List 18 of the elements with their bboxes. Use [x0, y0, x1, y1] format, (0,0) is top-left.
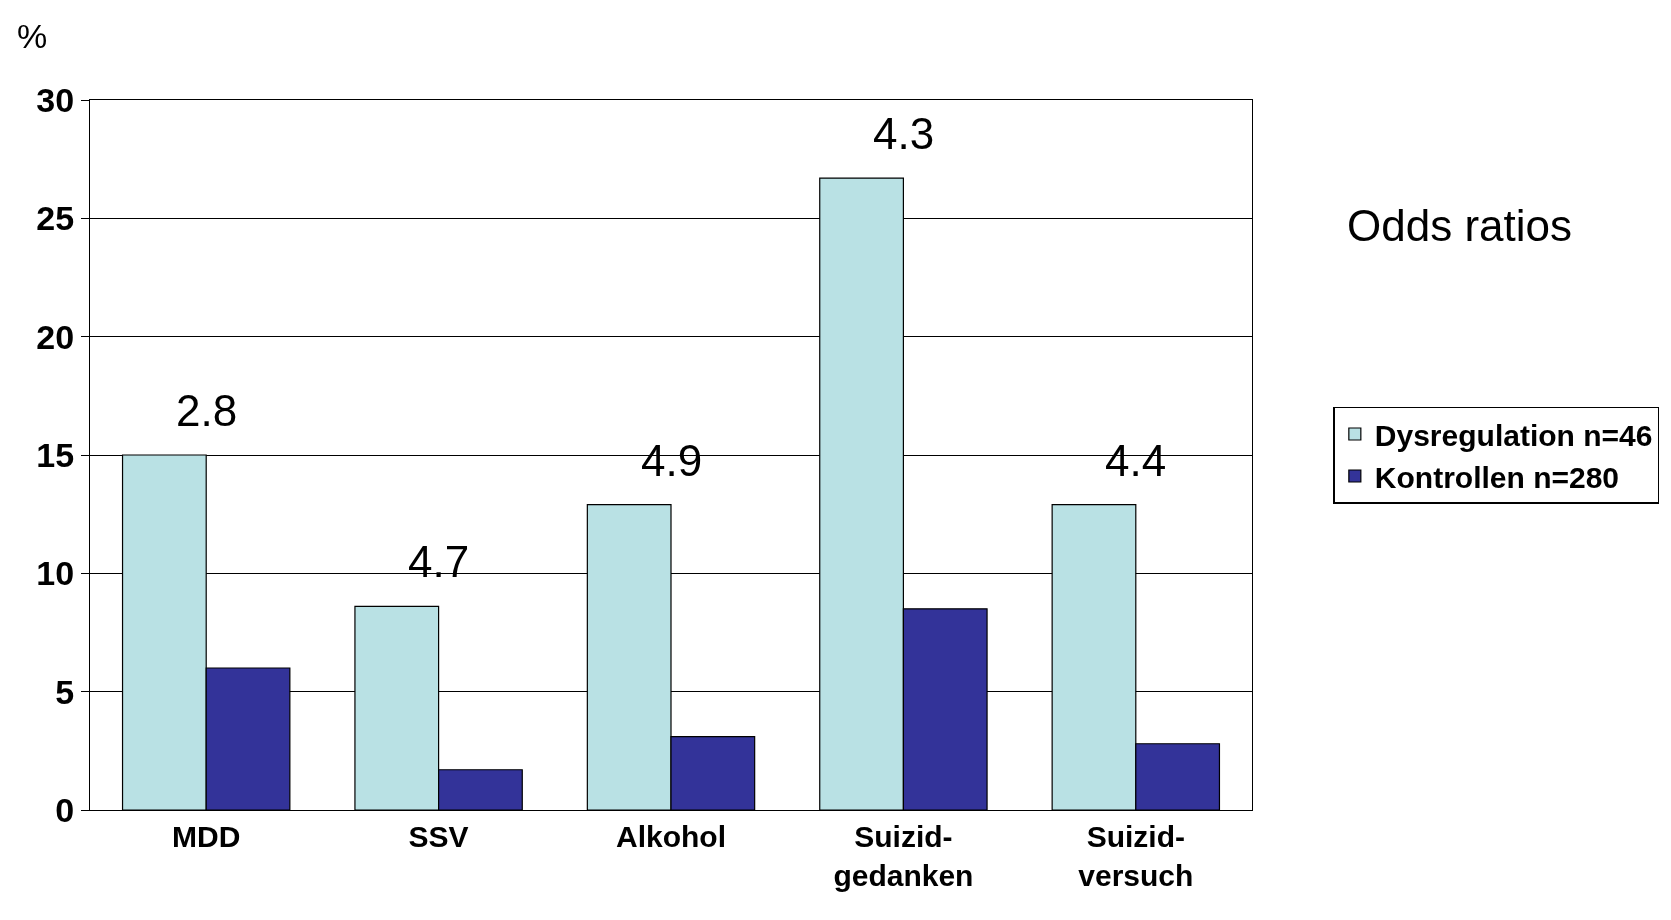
x-tick-label: Suizid- versuch	[1078, 820, 1194, 892]
legend-label: Dysregulation n=46	[1374, 418, 1653, 452]
y-tick-label: 25	[36, 199, 75, 238]
y-tick-label: 0	[55, 790, 75, 829]
x-tick-label: SSV	[408, 820, 469, 853]
annotation: 4.3	[873, 109, 935, 158]
y-tick-label: 30	[36, 80, 75, 119]
y-tick-label: 10	[36, 554, 75, 593]
x-tick-label: MDD	[172, 820, 241, 853]
legend-label: Kontrollen n=280	[1374, 460, 1620, 494]
x-tick-label: Alkohol	[616, 820, 726, 853]
y-tick-label: 5	[55, 672, 75, 711]
y-axis-title: %	[17, 17, 48, 55]
x-tick-label: Suizid- gedanken	[833, 820, 974, 892]
text: Odds ratios	[1347, 201, 1572, 250]
y-tick-label: 15	[36, 435, 75, 474]
y-tick-label: 20	[36, 317, 75, 356]
annotation: 2.8	[176, 386, 238, 435]
